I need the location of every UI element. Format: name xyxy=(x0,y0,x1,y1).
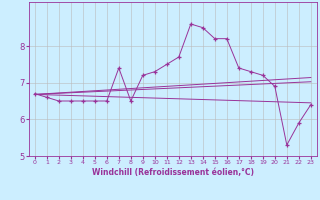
X-axis label: Windchill (Refroidissement éolien,°C): Windchill (Refroidissement éolien,°C) xyxy=(92,168,254,177)
